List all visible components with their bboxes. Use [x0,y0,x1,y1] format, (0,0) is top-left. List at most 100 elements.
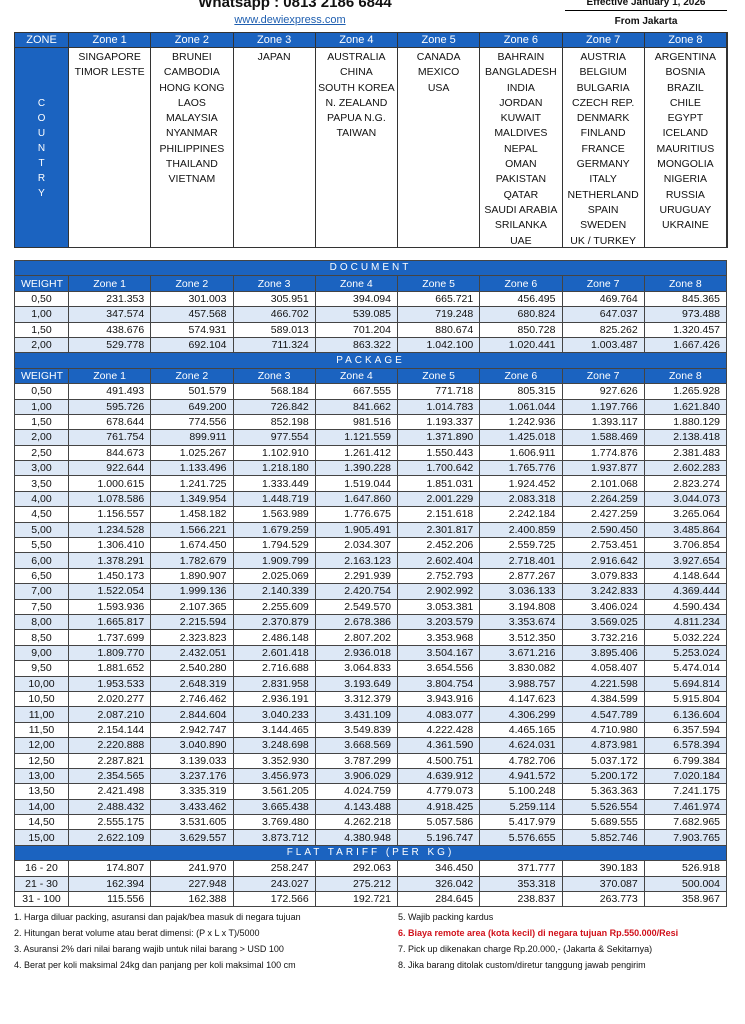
rate-row: 7,00 1.522.054 1.999.136 2.140.339 2.420.754… [14,583,728,600]
rate: 2.590.450 [561,521,645,539]
note: 8. Jika barang ditolak custom/diretur ta… [398,960,646,970]
country: CHINA [340,66,373,79]
rate: 1.265.928 [643,383,728,400]
zone-countries: AUSTRALIA CHINA SOUTH KOREA N. ZEALAND PAPUA… [316,48,398,247]
rate: 4.058.407 [561,660,645,677]
rate: 2.101.068 [561,475,645,492]
country: RUSSIA [665,188,705,201]
rate: 2.151.618 [396,506,481,523]
rate: 5.915.804 [643,690,728,708]
country: BAHRAIN [497,51,545,63]
rate: 353.318 [479,875,563,893]
rate: 1.700.642 [396,460,481,477]
weight: 16 - 20 [14,860,69,877]
rate: 192.721 [314,891,399,908]
rate: 4.369.444 [643,583,728,600]
rate: 3.549.839 [314,721,399,739]
rate: 1.550.443 [396,444,481,462]
country: SWEDEN [580,219,627,232]
rate: 4.361.590 [396,737,481,754]
weight: 5,00 [14,521,69,539]
rate-row: 8,50 1.737.699 2.323.823 2.486.148 2.807.202… [14,629,728,646]
rate: 172.566 [232,891,316,908]
column-header: Zone 6 [479,367,563,385]
rate-row: 3,00 922.644 1.133.496 1.218.180 1.390.228 1.… [14,460,728,477]
weight: 3,00 [14,460,69,477]
header-row: WEIGHT Zone 1 Zone 2 Zone 3 Zone 4 Zone 5 Zone… [14,275,728,292]
rate: 1.809.770 [67,644,152,662]
rate: 2.138.418 [643,429,728,446]
rate: 1.593.936 [67,598,152,615]
rate: 1.909.799 [232,552,316,569]
zone-countries: AUSTRIA BELGIUM BULGARIA CZECH REP. DENMARK F… [563,48,645,247]
rate: 2.716.688 [232,660,316,677]
country: SOUTH KOREA [318,81,395,94]
rate: 1.042.100 [396,336,481,354]
rate: 2.087.210 [67,706,152,723]
rate: 2.746.462 [150,690,234,708]
rate: 326.042 [396,875,481,893]
rate-row: 2,00 529.778 692.104 711.324 863.322 1.042.10… [14,336,728,354]
section-title-row: DOCUMENT [14,259,727,277]
rate: 1.102.910 [232,444,316,462]
zone-header: Zone 5 [398,33,481,48]
country: SRILANKA [494,219,547,232]
rate: 1.014.783 [396,398,481,415]
rate: 825.262 [561,321,645,338]
weight: 13,50 [14,783,69,800]
rate: 4.221.598 [561,675,645,692]
weight: 0,50 [14,290,69,308]
rate: 1.647.860 [314,490,399,508]
rate: 292.063 [314,860,399,877]
rate: 3.144.465 [232,721,316,739]
country-label-cell: COUNTRY [15,48,69,247]
rate: 3.512.350 [479,629,563,646]
website[interactable]: www.dewiexpress.com [234,14,346,26]
rate: 7.903.765 [643,829,728,846]
zone-header: ZONE [15,33,69,48]
rate: 2.255.609 [232,598,316,615]
column-header: Zone 4 [314,275,399,292]
rate: 2.107.365 [150,598,234,615]
zone-countries: CANADA MEXICO USA [398,48,481,247]
rate: 1.378.291 [67,552,152,569]
rate: 7.020.184 [643,767,728,785]
rate: 4.083.077 [396,706,481,723]
weight: 2,00 [14,429,69,446]
rate-row: 9,00 1.809.770 2.432.051 2.601.418 2.936.018… [14,644,728,662]
country: USA [427,81,450,94]
rate: 7.682.965 [643,814,728,831]
weight: 13,00 [14,767,69,785]
rate-row: 15,00 2.622.109 3.629.557 3.873.712 4.380.94… [14,829,728,846]
note: 2. Hitungan berat volume atau berat dime… [14,928,260,938]
rate: 1.774.876 [561,444,645,462]
rate: 5.037.172 [561,752,645,769]
rate: 5.196.747 [396,829,481,846]
rate: 647.037 [561,306,645,323]
rate: 2.831.958 [232,675,316,692]
rate-row: 11,00 2.087.210 2.844.604 3.040.233 3.431.10… [14,706,728,723]
country: BANGLADESH [484,66,557,79]
rate-row: 1,00 595.726 649.200 726.842 841.662 1.014.78… [14,398,728,415]
country: ARGENTINA [654,51,716,63]
rate: 4.384.599 [561,690,645,708]
rate: 981.516 [314,413,399,431]
rate: 1.133.496 [150,460,234,477]
rate: 469.764 [561,290,645,308]
rate: 2.264.259 [561,490,645,508]
rate: 4.380.948 [314,829,399,846]
rate: 922.644 [67,460,152,477]
rate: 4.262.218 [314,814,399,831]
rate: 4.918.425 [396,798,481,816]
country: JORDAN [499,96,543,109]
rate: 701.204 [314,321,399,338]
rate: 3.671.216 [479,644,563,662]
country: DENMARK [576,112,630,125]
rate: 7.241.175 [643,783,728,800]
rate: 162.388 [150,891,234,908]
weight: 21 - 30 [14,875,69,893]
rate: 4.639.912 [396,767,481,785]
rate: 5.852.746 [561,829,645,846]
rate: 4.147.623 [479,690,563,708]
rate: 852.198 [232,413,316,431]
